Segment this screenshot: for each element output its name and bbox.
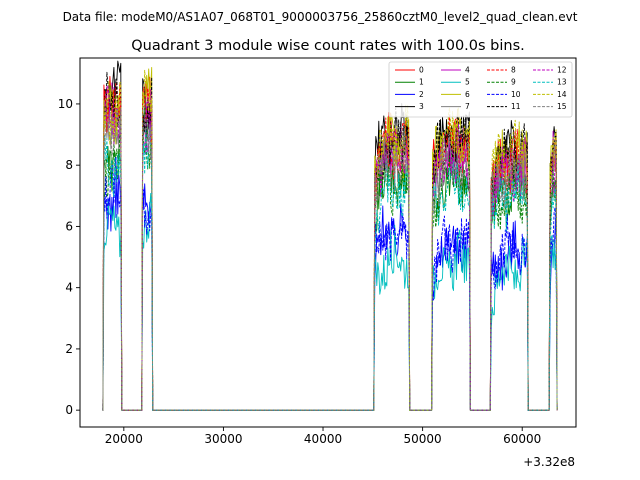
- legend-box: [388, 61, 573, 118]
- legend-label-2: 2: [419, 90, 424, 99]
- series-layer: [102, 60, 558, 411]
- axes-background: [80, 58, 576, 427]
- x-tick-label: 40000: [304, 432, 342, 446]
- legend-label-12: 12: [557, 66, 567, 75]
- y-tick-label: 8: [65, 158, 73, 172]
- series-line-5: [102, 192, 558, 411]
- legend-label-11: 11: [511, 102, 521, 111]
- legend-label-0: 0: [419, 66, 424, 75]
- legend-label-3: 3: [419, 102, 424, 111]
- legend-label-7: 7: [465, 102, 470, 111]
- legend-label-10: 10: [511, 90, 521, 99]
- suptitle: Data file: modeM0/AS1A07_068T01_90000037…: [63, 10, 578, 24]
- x-axis: 20000 30000 40000 50000 60000: [105, 427, 541, 446]
- y-tick-label: 4: [65, 281, 73, 295]
- x-offset-label: +3.32e8: [523, 455, 575, 469]
- y-tick-label: 10: [58, 97, 73, 111]
- axes-frame: [79, 57, 577, 428]
- y-axis: 0 2 4 6 8 10: [58, 97, 80, 417]
- x-tick-label: 20000: [105, 432, 143, 446]
- legend-label-9: 9: [511, 78, 516, 87]
- legend-label-15: 15: [557, 102, 567, 111]
- series-line-12: [102, 84, 558, 411]
- x-tick-label: 30000: [204, 432, 242, 446]
- y-tick-label: 2: [65, 342, 73, 356]
- x-tick-label: 50000: [404, 432, 442, 446]
- legend-label-8: 8: [511, 66, 516, 75]
- y-tick-label: 6: [65, 219, 73, 233]
- legend-label-14: 14: [557, 90, 567, 99]
- legend-label-6: 6: [465, 90, 470, 99]
- series-line-13: [102, 126, 558, 411]
- legend-label-1: 1: [419, 78, 424, 87]
- x-tick-label: 60000: [503, 432, 541, 446]
- series-line-11: [102, 71, 558, 411]
- legend-label-5: 5: [465, 78, 470, 87]
- chart-title: Quadrant 3 module wise count rates with …: [131, 38, 525, 54]
- series-line-10: [102, 156, 558, 411]
- legend-label-4: 4: [465, 66, 470, 75]
- y-tick-label: 0: [65, 403, 73, 417]
- series-line-15: [102, 105, 558, 411]
- legend-label-13: 13: [557, 78, 567, 87]
